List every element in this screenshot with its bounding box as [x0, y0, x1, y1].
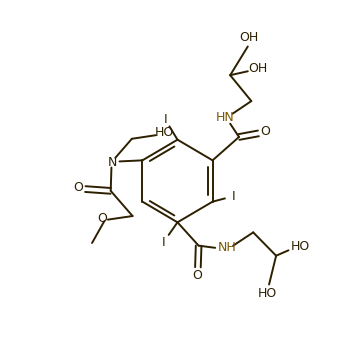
Text: I: I	[162, 236, 165, 249]
Text: OH: OH	[249, 62, 268, 75]
Text: OH: OH	[239, 31, 258, 44]
Text: HO: HO	[290, 240, 310, 253]
Text: HO: HO	[155, 126, 174, 139]
Text: NH: NH	[217, 241, 236, 254]
Text: O: O	[192, 269, 202, 282]
Text: N: N	[108, 156, 117, 169]
Text: I: I	[163, 113, 167, 126]
Text: O: O	[260, 126, 270, 139]
Text: O: O	[97, 212, 107, 225]
Text: HN: HN	[215, 111, 234, 124]
Text: I: I	[232, 190, 235, 203]
Text: HO: HO	[258, 287, 277, 300]
Text: O: O	[73, 181, 83, 194]
